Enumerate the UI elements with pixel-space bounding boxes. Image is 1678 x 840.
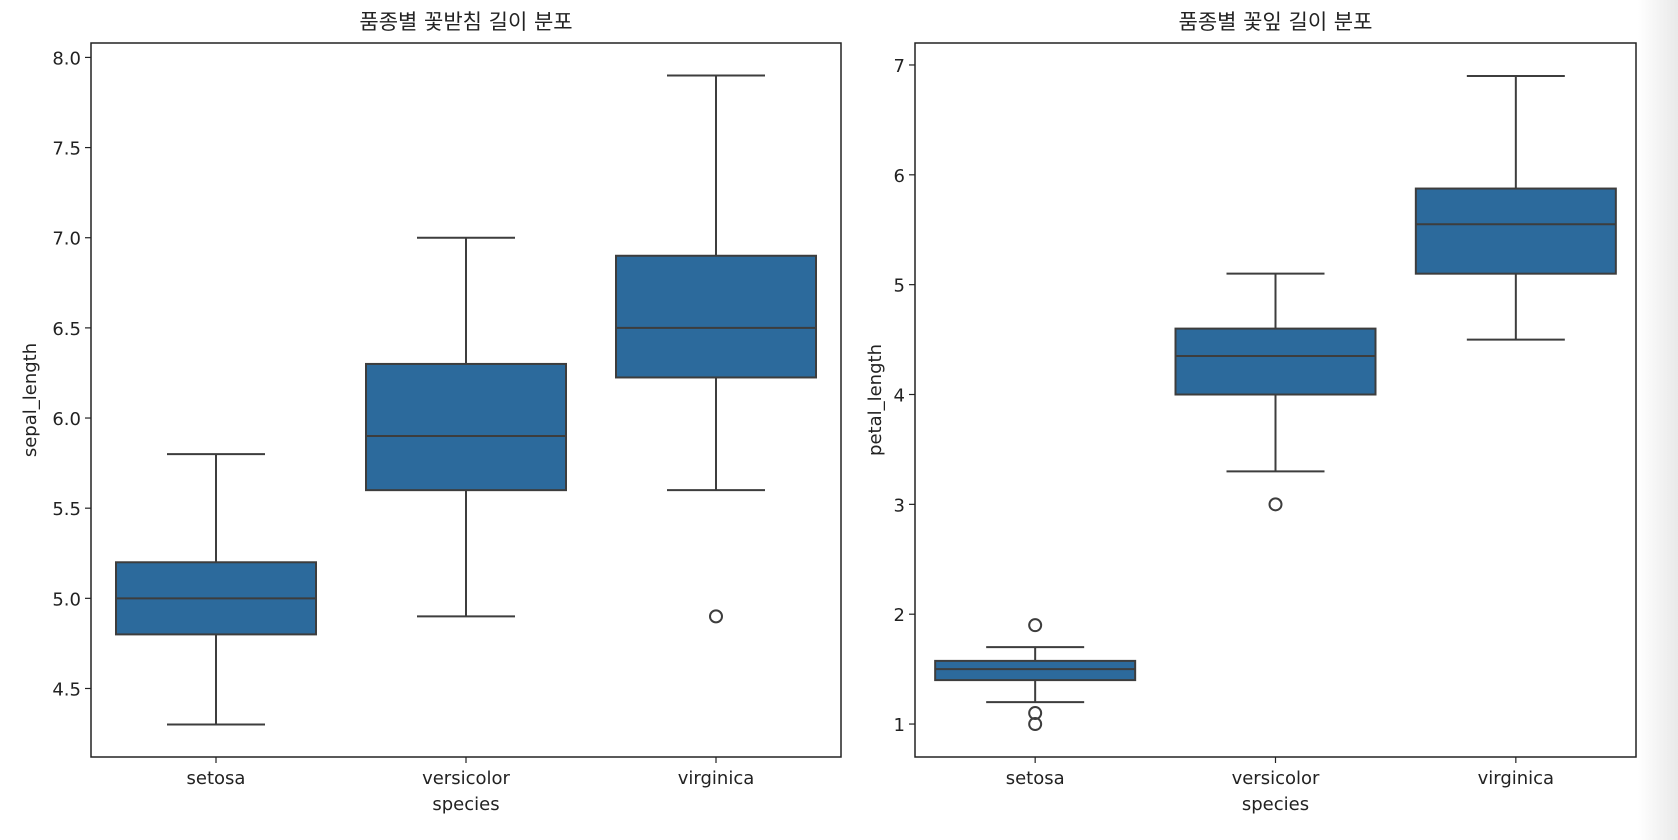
y-tick-label: 3	[894, 495, 905, 516]
chart-panel-2: 품종별 꽃잎 길이 분포 1 2 3 4 5 6 7 setosa versicolor virgi…	[865, 10, 1637, 815]
y-tick-label: 1	[894, 715, 905, 736]
x-axis-label: species	[1242, 794, 1309, 815]
x-tick-label: versicolor	[1232, 768, 1320, 789]
y-tick-label: 6	[894, 166, 905, 187]
y-tick-label: 4.5	[52, 679, 81, 700]
box-group-versicolor	[1174, 272, 1377, 512]
x-tick-label: virginica	[678, 768, 755, 789]
box-group-virginica	[1414, 74, 1617, 341]
outlier-point	[1028, 717, 1043, 732]
y-axis-label: petal_length	[865, 344, 886, 456]
box-iqr	[365, 362, 567, 492]
box-group-virginica	[615, 74, 817, 624]
y-tick-label: 7	[894, 56, 905, 77]
box-iqr	[934, 659, 1137, 682]
y-axis-label: sepal_length	[20, 343, 41, 457]
y-tick-label: 5.5	[52, 499, 81, 520]
box-group-setosa	[115, 453, 317, 726]
y-tick-label: 5	[894, 276, 905, 297]
box-iqr	[1414, 187, 1617, 275]
window-edge-shadow	[1638, 0, 1678, 840]
x-tick-label: setosa	[1006, 768, 1065, 789]
chart-title: 품종별 꽃받침 길이 분포	[359, 10, 572, 34]
box-group-setosa	[934, 618, 1137, 732]
y-tick-label: 5.0	[52, 589, 81, 610]
plot-frame	[914, 42, 1637, 758]
chart-panel-1: 품종별 꽃받침 길이 분포 4.5 5.0 5.5 6.0 6.5 7.0 7.5 8.0 set…	[20, 10, 842, 815]
chart-title: 품종별 꽃잎 길이 분포	[1179, 10, 1373, 34]
box-iqr	[615, 254, 817, 379]
x-tick-label: virginica	[1478, 768, 1555, 789]
outlier-point	[1028, 706, 1043, 721]
y-tick-label: 2	[894, 605, 905, 626]
y-tick-label: 7.5	[52, 139, 81, 160]
x-axis-label: species	[432, 794, 499, 815]
x-tick-label: setosa	[187, 768, 246, 789]
box-group-versicolor	[365, 236, 567, 618]
plot-frame	[90, 42, 842, 758]
y-tick-label: 8.0	[52, 48, 81, 69]
box-iqr	[1174, 327, 1377, 396]
y-tick-label: 6.5	[52, 319, 81, 340]
y-tick-label: 6.0	[52, 409, 81, 430]
outlier-point	[1028, 618, 1043, 633]
y-tick-label: 7.0	[52, 229, 81, 250]
outlier-point	[709, 609, 723, 624]
y-tick-label: 4	[894, 386, 905, 407]
x-tick-label: versicolor	[422, 768, 510, 789]
outlier-point	[1268, 497, 1283, 512]
